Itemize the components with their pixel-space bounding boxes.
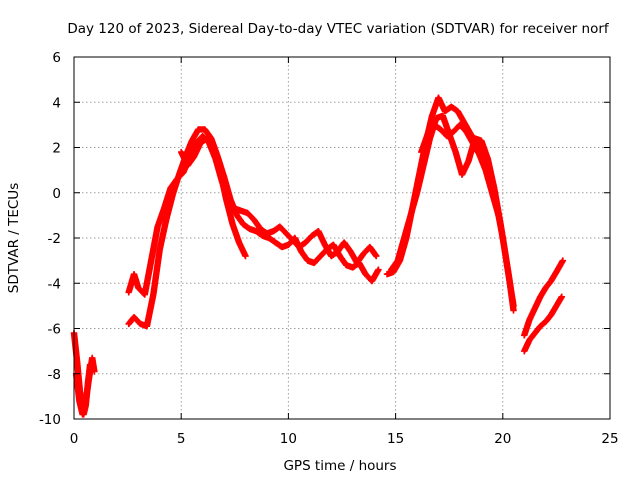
data-point-trace bbox=[521, 258, 566, 338]
y-tick-label: -10 bbox=[39, 412, 61, 428]
series-track-10 bbox=[521, 257, 567, 339]
series-track-9 bbox=[521, 293, 565, 355]
data-point-trace bbox=[418, 122, 502, 218]
y-axis-title: SDTVAR / TECUs bbox=[6, 183, 22, 293]
x-tick-label: 5 bbox=[177, 431, 186, 447]
x-tick-label: 20 bbox=[494, 431, 511, 447]
data-point-trace bbox=[521, 294, 565, 354]
y-tick-label: 4 bbox=[52, 95, 61, 111]
x-tick-label: 25 bbox=[601, 431, 618, 447]
series-track-8 bbox=[418, 121, 502, 219]
series-track-3 bbox=[125, 132, 380, 298]
y-tick-label: -2 bbox=[48, 231, 61, 247]
data-marks bbox=[70, 94, 567, 418]
x-tick-label: 10 bbox=[280, 431, 297, 447]
series-track-5 bbox=[178, 135, 249, 260]
series-track-4 bbox=[125, 126, 382, 330]
y-tick-label: 6 bbox=[52, 50, 61, 66]
y-tick-label: -4 bbox=[48, 276, 61, 292]
axis-ticks: 0 5 10 15 20 25 -10 -8 -6 -4 -2 0 2 4 6 bbox=[39, 50, 619, 447]
x-tick-label: 15 bbox=[387, 431, 404, 447]
x-axis-title: GPS time / hours bbox=[283, 458, 396, 474]
y-tick-label: 0 bbox=[52, 186, 61, 202]
series-track-7 bbox=[388, 112, 517, 310]
data-point-trace bbox=[73, 355, 98, 417]
data-point-trace bbox=[125, 133, 379, 297]
y-tick-label: 2 bbox=[52, 141, 61, 157]
chart-title: Day 120 of 2023, Sidereal Day-to-day VTE… bbox=[67, 21, 610, 37]
x-tick-label: 0 bbox=[70, 431, 79, 447]
y-tick-label: -8 bbox=[48, 367, 61, 383]
data-point-trace bbox=[126, 126, 382, 330]
y-tick-label: -6 bbox=[48, 322, 61, 338]
data-point-trace bbox=[178, 135, 249, 259]
